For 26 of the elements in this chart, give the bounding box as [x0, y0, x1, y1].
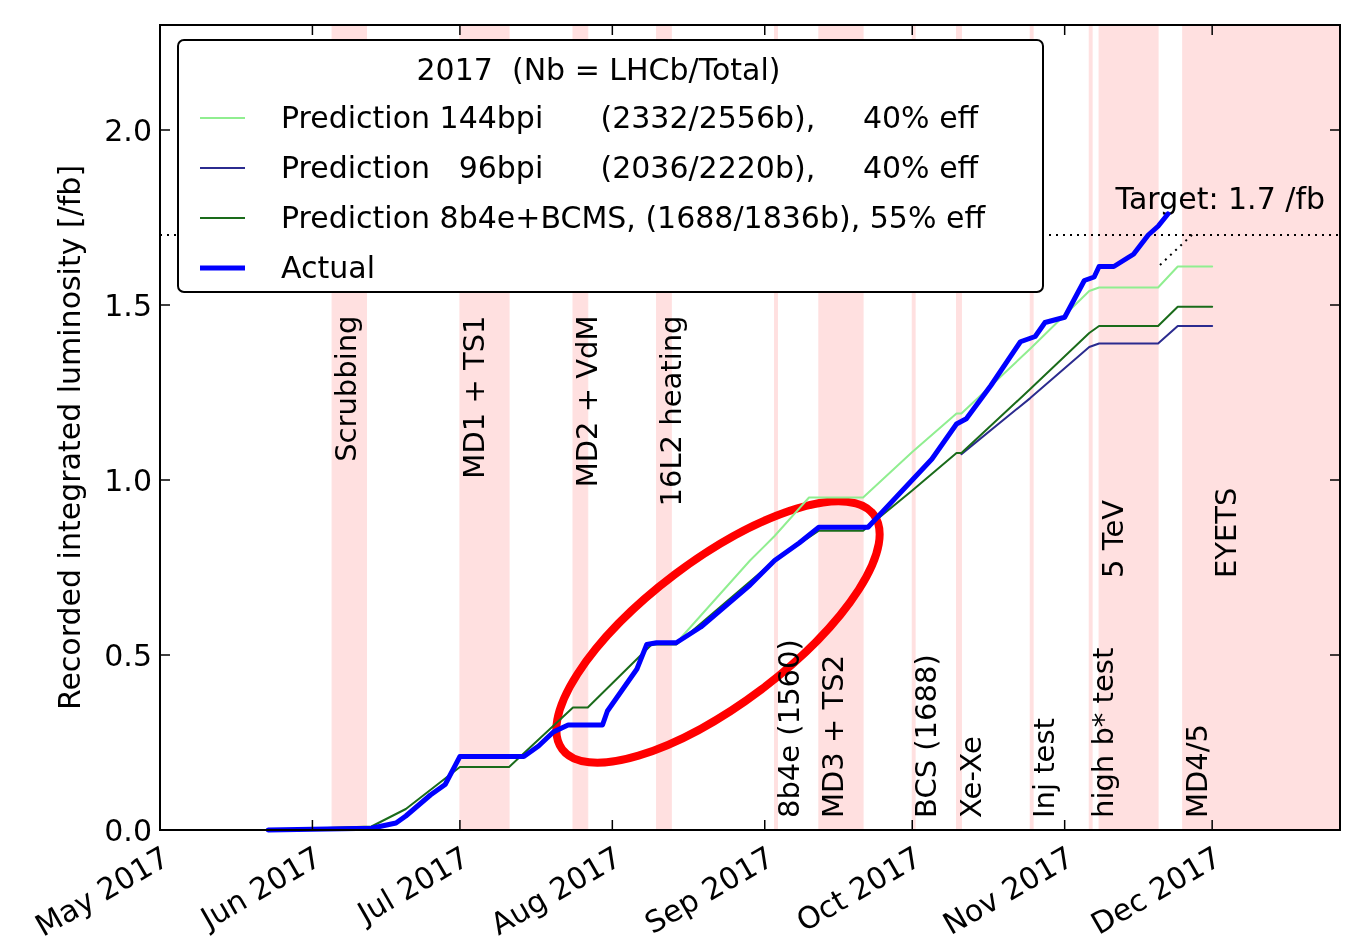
- band-label: EYETS: [1209, 487, 1244, 578]
- y-tick-label: 0.5: [104, 637, 152, 673]
- band-label: Scrubbing: [329, 315, 364, 462]
- legend-label: Prediction 96bpi (2036/2220b), 40% eff: [281, 150, 980, 185]
- band-label: MD1 + TS1: [456, 315, 491, 479]
- band-label: Inj test: [1027, 718, 1062, 818]
- band-label: MD3 + TS2: [815, 654, 850, 818]
- y-axis-title: Recorded integrated luminosity [/fb]: [52, 164, 87, 711]
- y-tick-label: 0.0: [104, 812, 152, 848]
- y-tick-label: 1.5: [104, 287, 152, 323]
- legend-label: Actual: [281, 250, 375, 285]
- y-tick-label: 1.0: [104, 462, 152, 498]
- legend-label: Prediction 8b4e+BCMS, (1688/1836b), 55% eff: [281, 200, 987, 235]
- band-label: MD4/5: [1179, 723, 1214, 818]
- ref-line-label: Target: 1.7 /fb: [1114, 181, 1325, 216]
- legend-label: Prediction 144bpi (2332/2556b), 40% eff: [281, 100, 980, 135]
- legend-title: 2017 (Nb = LHCb/Total): [416, 52, 781, 87]
- band-label: high b* test: [1086, 647, 1121, 818]
- band-label: BCS (1688): [909, 654, 944, 818]
- band-label: 8b4e (1560): [771, 639, 806, 818]
- y-tick-label: 2.0: [104, 112, 152, 148]
- band-label: 5 TeV: [1096, 499, 1131, 578]
- band-label: Xe-Xe: [953, 736, 988, 818]
- band-label: 16L2 heating: [653, 315, 688, 507]
- line-series: [960, 325, 1214, 456]
- band-label: MD2 + VdM: [570, 315, 604, 488]
